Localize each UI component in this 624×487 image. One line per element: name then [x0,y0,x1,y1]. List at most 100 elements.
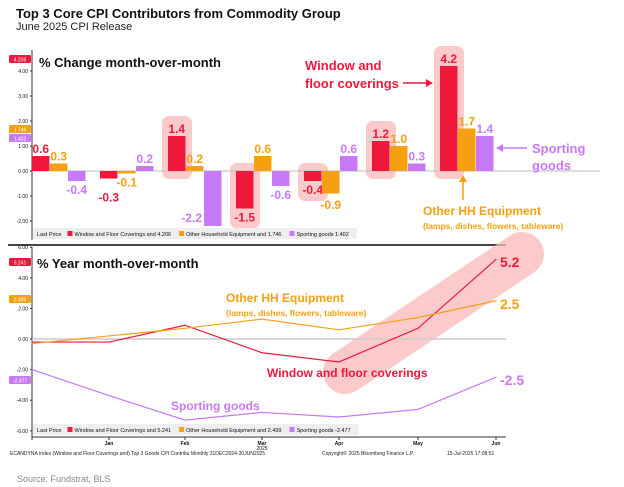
bar-value-label-sporting: -0.4 [66,183,87,197]
bar-value-label-other: 0.6 [254,142,271,156]
bar-value-label-sporting: -0.6 [270,188,291,202]
point-window [495,258,497,261]
legend-yoy-bg [33,424,359,435]
bar-window [440,66,458,171]
point-other [495,300,497,302]
bar-value-label-other: 0.3 [50,150,67,164]
bar-value-label-window: -1.5 [234,211,255,225]
bar-value-label-window: 0.6 [32,142,49,156]
point-window [417,327,419,329]
bar-value-label-window: -0.3 [98,191,119,205]
legend-mom-swatch-sporting [289,231,295,236]
annotation-sporting-line2: goods [532,158,571,173]
y-tick-label-mom: 2.00 [18,119,28,125]
last-sporting-yoy-tag [9,376,31,384]
bar-value-label-window: 4.2 [440,52,457,66]
annotation-window-line1: Window and [305,58,381,73]
x-tick-label: Feb [181,441,190,447]
legend-mom-entry-sporting: Sporting goods 1.402 [297,232,349,238]
bar-other [118,171,136,174]
last-window-mom-tag-label: 4.206 [14,58,27,64]
annotation-sporting-line1: Sporting [532,141,585,156]
legend-yoy-entry-sporting: Sporting goods -2.477 [297,428,351,434]
point-other [417,316,419,319]
last-sporting-mom-tag [9,134,31,142]
y-tick-label-mom: 4.00 [18,69,28,75]
arrow-window-head [426,79,433,87]
bar-value-label-window: -0.4 [302,183,323,197]
y-tick-label-yoy: -2.00 [17,368,29,374]
point-other [108,335,110,337]
point-other [261,318,263,320]
legend-yoy-swatch-other [179,427,185,432]
point-sporting [31,369,33,371]
y-tick-label-mom: -2.00 [17,219,29,225]
figure-subtitle: June 2025 CPI Release [16,21,133,33]
arrow-sporting-head [496,144,503,152]
bar-value-label-other: 0.2 [186,152,203,166]
legend-yoy-prefix: Last Price [37,428,61,434]
bar-sporting [476,136,494,171]
bar-sporting [204,171,222,226]
annotation-window-yoy: Window and floor coverings [267,366,428,380]
legend-yoy-swatch-sporting [289,427,295,432]
bar-value-label-sporting: 0.6 [340,142,357,156]
bar-value-label-window: 1.2 [372,127,389,141]
bar-other [458,128,476,171]
annotation-other: Other HH Equipment [423,204,541,218]
legend-mom-swatch-other [179,231,185,236]
footer-timestamp: 15-Jul-2025 17:08:51 [447,451,495,457]
bar-sporting [272,171,290,186]
bar-value-label-other: 1.0 [390,132,407,146]
last-other-mom-tag-label: 1.746 [14,128,27,134]
legend-mom-swatch-window [67,231,73,236]
last-other-yoy-tag [9,295,31,303]
legend-yoy-swatch-window [67,427,73,432]
bar-other [50,163,68,171]
y-tick-label-mom: -1.00 [17,194,29,200]
bar-window [100,171,118,179]
end-label-other: 2.5 [500,296,520,312]
bar-sporting [408,163,426,171]
point-sporting [261,411,263,414]
x-tick-label: Jun [492,441,501,447]
last-window-yoy-tag-label: 5.241 [14,261,27,267]
bar-window [304,171,322,181]
bar-window [168,136,186,171]
end-label-window: 5.2 [500,254,520,270]
point-sporting [417,408,419,410]
legend-mom-entry-other: Other Household Equipment and 1.746 [186,232,281,238]
x-tick-label: May [413,441,423,447]
y-tick-label-yoy: 6.00 [18,245,28,251]
bar-value-label-other: 1.7 [458,115,475,129]
y-tick-label-mom: 3.00 [18,94,28,100]
point-other [31,342,33,345]
bar-sporting [68,171,86,181]
y-tick-label-yoy: 0.00 [18,337,28,343]
highlight-band [323,232,544,394]
bar-sporting [340,156,358,171]
y-tick-label-yoy: 2.00 [18,306,28,312]
bar-value-label-sporting: 0.2 [136,152,153,166]
bar-other [322,171,340,194]
annotation-window-line2: floor coverings [305,76,399,91]
bar-window [32,156,50,171]
point-window [184,324,186,326]
figure-title: Top 3 Core CPI Contributors from Commodi… [16,6,341,21]
point-sporting [184,419,186,421]
bar-window [236,171,254,209]
source-note: Source: Fundstrat, BLS [17,474,111,484]
legend-yoy-entry-other: Other Household Equipment and 2.499 [186,428,281,434]
y-tick-label-yoy: -6.00 [17,429,29,435]
bar-other [390,146,408,171]
bar-sporting [136,166,154,171]
bar-value-label-other: -0.9 [320,198,341,212]
y-tick-label-yoy: -4.00 [17,398,29,404]
bar-value-label-other: -0.1 [116,176,137,190]
annotation-other-yoy: Other HH Equipment [226,291,344,305]
point-sporting [495,376,497,378]
point-other [184,327,186,329]
bar-value-label-sporting: 0.3 [408,150,425,164]
x-year-label: 2025 [256,446,267,452]
